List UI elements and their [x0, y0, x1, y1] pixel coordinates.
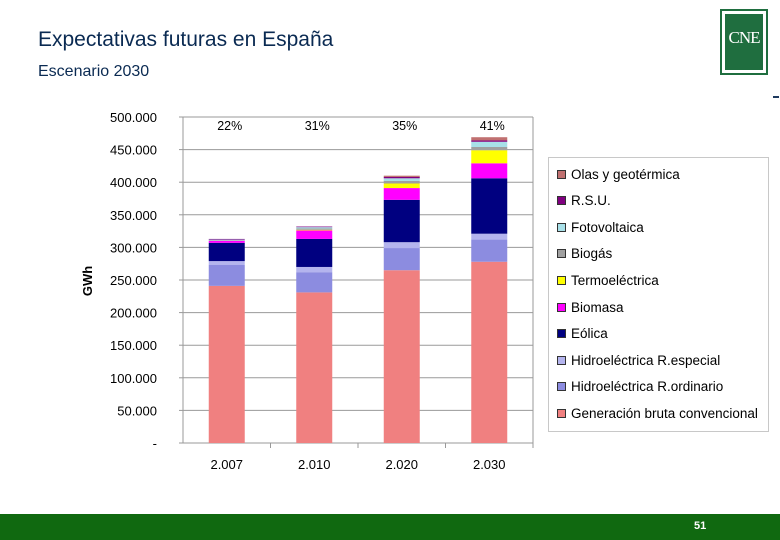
bar-segment: [208, 240, 245, 243]
x-tick-label: 2.010: [298, 457, 331, 472]
bar-segment: [383, 199, 420, 243]
bar-segment: [208, 285, 245, 443]
bar-segment: [471, 146, 508, 151]
bar-segment: [296, 230, 333, 239]
legend-swatch: [557, 196, 566, 206]
legend-swatch: [557, 169, 566, 179]
x-tick-label: 2.030: [473, 457, 506, 472]
y-tick-label: 50.000: [117, 403, 157, 418]
footer-bar: [0, 514, 780, 540]
legend-label: Generación bruta convencional: [571, 405, 758, 421]
cne-logo-text: CNE: [725, 14, 763, 70]
y-tick-label: 150.000: [110, 338, 157, 353]
bar-segment: [208, 265, 245, 286]
bar-segment: [296, 228, 333, 230]
legend-item: Fotovoltaica: [557, 217, 644, 237]
bar-segment: [296, 266, 333, 273]
x-tick-label: 2.020: [385, 457, 418, 472]
legend-label: Hidroeléctrica R.especial: [571, 352, 721, 368]
legend-swatch: [557, 222, 566, 232]
legend-item: Eólica: [557, 324, 608, 344]
bar-segment: [471, 178, 508, 234]
legend-item: Hidroeléctrica R.especial: [557, 350, 720, 370]
legend-swatch: [557, 275, 566, 285]
legend-label: Biomasa: [571, 299, 624, 315]
legend-swatch: [557, 408, 566, 418]
y-tick-label: -: [153, 436, 157, 451]
bar-segment: [208, 240, 245, 241]
legend-label: Biogás: [571, 246, 613, 262]
legend-item: Biomasa: [557, 297, 624, 317]
legend-label: R.S.U.: [571, 193, 611, 209]
bar-segment: [471, 140, 508, 142]
bar-segment: [471, 141, 508, 147]
legend-label: Olas y geotérmica: [571, 166, 680, 182]
bar-segment: [383, 248, 420, 271]
bar-segment: [208, 238, 245, 240]
legend-swatch: [557, 355, 566, 365]
bar-segment: [383, 180, 420, 184]
bar-segment: [208, 239, 245, 241]
percentage-annotation: 35%: [392, 119, 417, 133]
bar-segment: [471, 137, 508, 141]
bar-segment: [383, 176, 420, 179]
slide-subtitle: Escenario 2030: [38, 63, 150, 80]
legend-label: Hidroeléctrica R.ordinario: [571, 379, 724, 395]
legend-item: Generación bruta convencional: [557, 403, 758, 423]
bar-segment: [296, 229, 333, 231]
bar-segment: [296, 227, 333, 229]
legend-swatch: [557, 382, 566, 392]
bar-segment: [471, 150, 508, 164]
legend-item: Hidroeléctrica R.ordinario: [557, 377, 723, 397]
y-tick-label: 350.000: [110, 208, 157, 223]
percentage-annotation: 41%: [480, 119, 505, 133]
legend-item: Olas y geotérmica: [557, 164, 680, 184]
legend-label: Fotovoltaica: [571, 219, 644, 235]
bar-segment: [208, 261, 245, 266]
chart-legend: Olas y geotérmica R.S.U. Fotovoltaica Biogá…: [548, 157, 769, 432]
y-tick-label: 250.000: [110, 273, 157, 288]
y-tick-label: 200.000: [110, 306, 157, 321]
legend-item: Biogás: [557, 244, 612, 264]
bar-segment: [383, 242, 420, 249]
bar-segment: [296, 226, 333, 228]
legend-swatch: [557, 249, 566, 259]
legend-label: Termoeléctrica: [571, 272, 659, 288]
y-tick-label: 100.000: [110, 371, 157, 386]
legend-label: Eólica: [571, 326, 608, 342]
bar-segment: [208, 242, 245, 262]
page-number: 51: [694, 520, 707, 532]
bar-segment: [383, 270, 420, 443]
y-axis-label: GWh: [80, 266, 95, 296]
x-tick-label: 2.007: [210, 457, 243, 472]
stacked-bar-chart: - 50.000 100.000 150.000 200.000 250.000 300.0…: [80, 110, 534, 472]
bar-segment: [471, 239, 508, 262]
y-tick-label: 300.000: [110, 240, 157, 255]
legend-item: Termoeléctrica: [557, 270, 659, 290]
bar-segment: [296, 292, 333, 443]
bar-segment: [296, 238, 333, 267]
legend-swatch: [557, 302, 566, 312]
y-tick-label: 450.000: [110, 143, 157, 158]
bar-segment: [296, 272, 333, 293]
bar-segment: [471, 233, 508, 240]
cne-logo: CNE: [720, 9, 768, 75]
decorative-dash: [773, 96, 779, 98]
bar-segment: [383, 175, 420, 177]
legend-swatch: [557, 329, 566, 339]
y-tick-label: 500.000: [110, 110, 157, 125]
bar-segment: [383, 183, 420, 189]
percentage-annotation: 31%: [305, 119, 330, 133]
slide-title: Expectativas futuras en España: [38, 28, 334, 51]
y-tick-label: 400.000: [110, 175, 157, 190]
legend-item: R.S.U.: [557, 191, 611, 211]
bar-segment: [471, 163, 508, 179]
bar-segment: [471, 261, 508, 443]
bar-segment: [383, 188, 420, 200]
bar-segment: [383, 178, 420, 181]
percentage-annotation: 22%: [217, 119, 242, 133]
